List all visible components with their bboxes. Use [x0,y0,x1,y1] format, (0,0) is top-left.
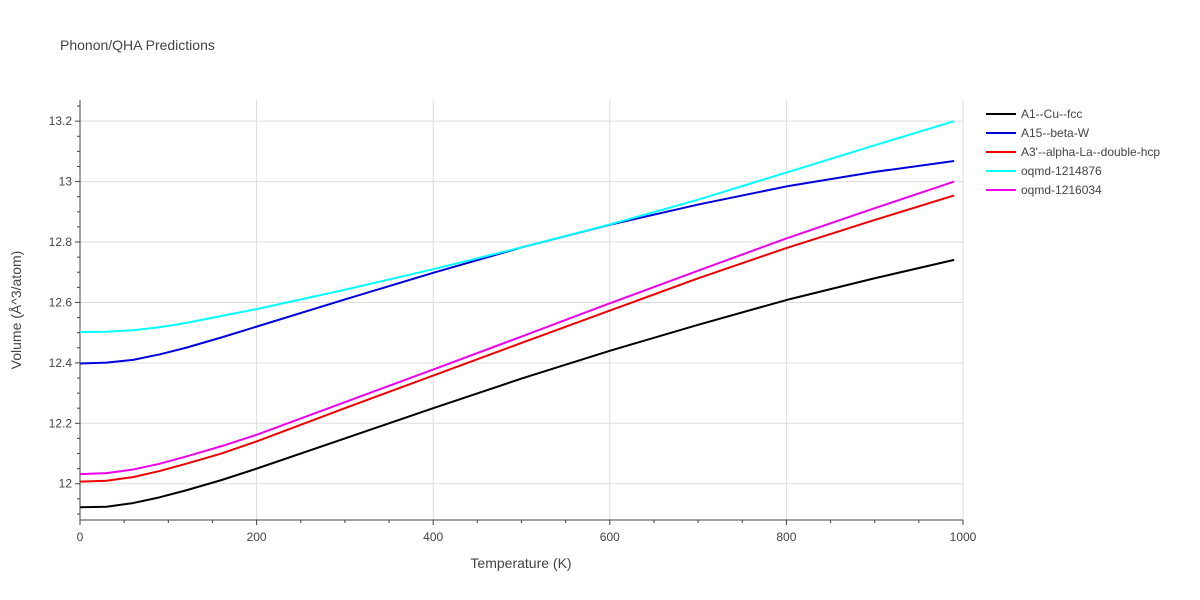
legend-item-1[interactable]: A15--beta-W [986,126,1090,140]
x-tick-label: 200 [247,530,267,544]
y-tick-label: 13 [59,175,73,189]
x-axis-title: Temperature (K) [470,555,571,571]
series-lines [79,120,955,509]
legend-item-0[interactable]: A1--Cu--fcc [986,107,1082,121]
y-tick-label: 13.2 [49,114,73,128]
x-axis-ticks: 0 200 400 600 800 1000 [77,530,977,544]
y-tick-label: 12.6 [49,295,73,309]
chart-title: Phonon/QHA Predictions [60,37,215,53]
x-tick-label: 800 [776,530,796,544]
legend-item-2[interactable]: A3'--alpha-La--double-hcp [986,145,1160,159]
legend-label: A1--Cu--fcc [1021,107,1082,121]
x-tick-label: 0 [77,530,84,544]
legend[interactable]: A1--Cu--fcc A15--beta-W A3'--alpha-La--dou… [986,107,1160,197]
series-line-3 [79,120,955,334]
series-line-1 [79,160,955,365]
x-tick-label: 600 [600,530,620,544]
y-axis-ticks: 12 12.2 12.4 12.6 12.8 13 13.2 [49,114,73,491]
series-line-2 [79,194,955,483]
legend-label: A3'--alpha-La--double-hcp [1021,145,1160,159]
y-axis-title: Volume (Å^3/atom) [8,251,24,370]
x-tick-label: 1000 [950,530,977,544]
y-tick-label: 12.2 [49,416,73,430]
y-tick-label: 12.4 [49,356,73,370]
y-tick-label: 12 [59,477,73,491]
series-line-0 [79,258,955,509]
legend-item-3[interactable]: oqmd-1214876 [986,164,1102,178]
series-line-4 [79,180,955,476]
x-tick-label: 400 [423,530,443,544]
legend-item-4[interactable]: oqmd-1216034 [986,183,1102,197]
grid [80,100,964,520]
legend-label: A15--beta-W [1021,126,1090,140]
legend-label: oqmd-1216034 [1021,183,1102,197]
axes [75,100,964,525]
y-tick-label: 12.8 [49,235,73,249]
legend-label: oqmd-1214876 [1021,164,1102,178]
